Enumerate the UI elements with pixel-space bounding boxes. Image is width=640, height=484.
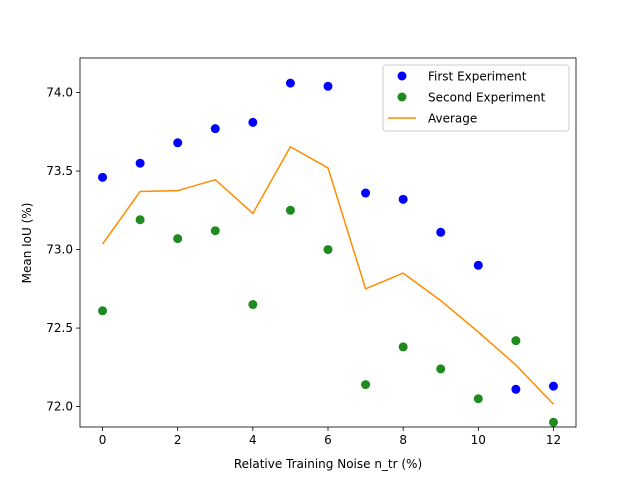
data-point-first-experiment bbox=[135, 158, 145, 168]
x-tick-label: 2 bbox=[174, 433, 182, 447]
data-point-first-experiment bbox=[285, 78, 295, 88]
data-point-second-experiment bbox=[398, 342, 408, 352]
data-point-first-experiment bbox=[473, 260, 483, 270]
y-tick-label: 72.5 bbox=[46, 321, 73, 335]
legend: First Experiment Second Experiment Average bbox=[382, 64, 570, 132]
x-axis-label: Relative Training Noise n_tr (%) bbox=[234, 457, 422, 471]
y-tick-label: 73.0 bbox=[46, 243, 73, 257]
legend-entry-label: Average bbox=[428, 112, 477, 126]
x-tick-label: 0 bbox=[99, 433, 107, 447]
y-tick-label: 74.0 bbox=[46, 86, 73, 100]
data-point-second-experiment bbox=[210, 226, 220, 236]
data-point-first-experiment bbox=[248, 117, 258, 127]
legend-entry-label: First Experiment bbox=[428, 70, 527, 84]
data-point-second-experiment bbox=[511, 336, 521, 346]
y-tick-label: 72.0 bbox=[46, 400, 73, 414]
data-point-first-experiment bbox=[173, 138, 183, 148]
x-tick-label: 8 bbox=[399, 433, 407, 447]
y-tick-label: 73.5 bbox=[46, 164, 73, 178]
data-point-first-experiment bbox=[548, 381, 558, 391]
data-point-second-experiment bbox=[285, 205, 295, 215]
x-tick-label: 10 bbox=[471, 433, 486, 447]
data-point-first-experiment bbox=[398, 194, 408, 204]
data-point-first-experiment bbox=[210, 124, 220, 134]
x-tick-label: 6 bbox=[324, 433, 332, 447]
data-point-first-experiment bbox=[361, 188, 371, 198]
series-line-average bbox=[101, 145, 554, 405]
legend-box bbox=[382, 64, 570, 132]
plot-area: 0 2 4 6 8 10 12 72.0 72.5 73.0 73.5 74.0 First Exper… bbox=[46, 57, 577, 447]
data-point-second-experiment bbox=[323, 245, 333, 255]
data-point-second-experiment bbox=[473, 394, 483, 404]
legend-entry-label: Second Experiment bbox=[428, 91, 546, 105]
data-point-second-experiment bbox=[173, 234, 183, 244]
data-point-second-experiment bbox=[98, 306, 108, 316]
y-axis-label: Mean IoU (%) bbox=[20, 203, 34, 284]
data-point-first-experiment bbox=[98, 172, 108, 182]
data-point-second-experiment bbox=[248, 300, 258, 310]
data-point-second-experiment bbox=[548, 417, 558, 427]
data-point-second-experiment bbox=[361, 380, 371, 390]
legend-marker-swatch bbox=[397, 71, 407, 81]
x-tick-label: 12 bbox=[546, 433, 561, 447]
data-point-second-experiment bbox=[135, 215, 145, 225]
data-point-first-experiment bbox=[511, 384, 521, 394]
x-tick-label: 4 bbox=[249, 433, 257, 447]
legend-marker-swatch bbox=[397, 92, 407, 102]
data-point-first-experiment bbox=[436, 227, 446, 237]
data-point-second-experiment bbox=[436, 364, 446, 374]
data-point-first-experiment bbox=[323, 81, 333, 91]
